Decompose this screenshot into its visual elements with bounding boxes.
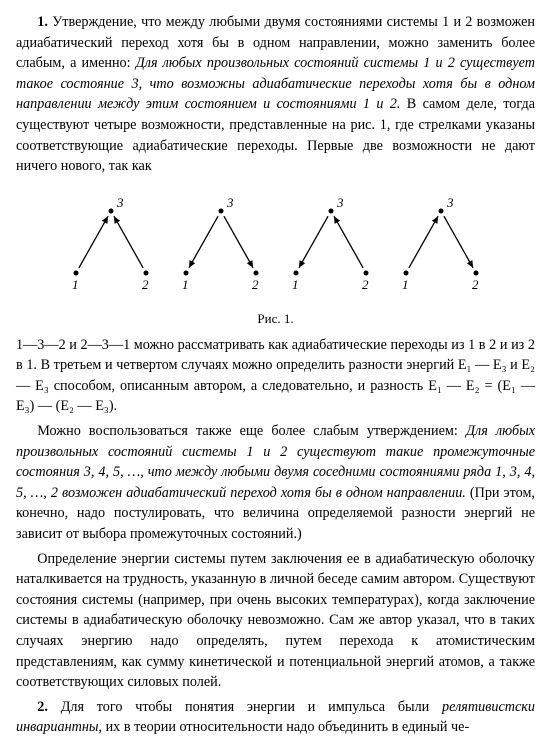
paragraph-2: 1—3—2 и 2—3—1 можно рассматривать как ад… [16,335,535,417]
p5-text-a: Для того чтобы понятия энергии и импульс… [61,699,442,715]
svg-text:2: 2 [252,277,259,292]
figure-1-diagram: 3 1 2 3 1 2 3 1 2 3 1 2 [56,193,496,308]
svg-text:1: 1 [402,277,409,292]
section-number-2: 2. [37,699,48,715]
paragraph-1: 1. Утверждение, что между любыми двумя с… [16,12,535,177]
svg-text:1: 1 [292,277,299,292]
svg-text:2: 2 [472,277,479,292]
svg-text:3: 3 [336,195,344,210]
svg-text:1: 1 [182,277,189,292]
svg-text:2: 2 [142,277,149,292]
paragraph-5: 2. Для того чтобы понятия энергии и импу… [16,697,535,738]
figure-1: 3 1 2 3 1 2 3 1 2 3 1 2 Рис. 1. [56,193,496,329]
svg-text:1: 1 [72,277,79,292]
paragraph-4: Определение энергии системы путем заключ… [16,549,535,693]
p2-text: 1—3—2 и 2—3—1 можно рассматривать как ад… [16,337,535,415]
section-number-1: 1. [37,14,48,30]
p4-text: Определение энергии системы путем заключ… [16,551,535,691]
svg-text:3: 3 [116,195,124,210]
paragraph-3: Можно воспользоваться также еще более сл… [16,421,535,545]
svg-text:3: 3 [446,195,454,210]
svg-text:2: 2 [362,277,369,292]
p3-text-a: Можно воспользоваться также еще более сл… [37,423,466,439]
figure-1-caption: Рис. 1. [56,310,496,329]
svg-text:3: 3 [226,195,234,210]
p5-text-c: , их в теории относительности надо объед… [99,719,470,735]
